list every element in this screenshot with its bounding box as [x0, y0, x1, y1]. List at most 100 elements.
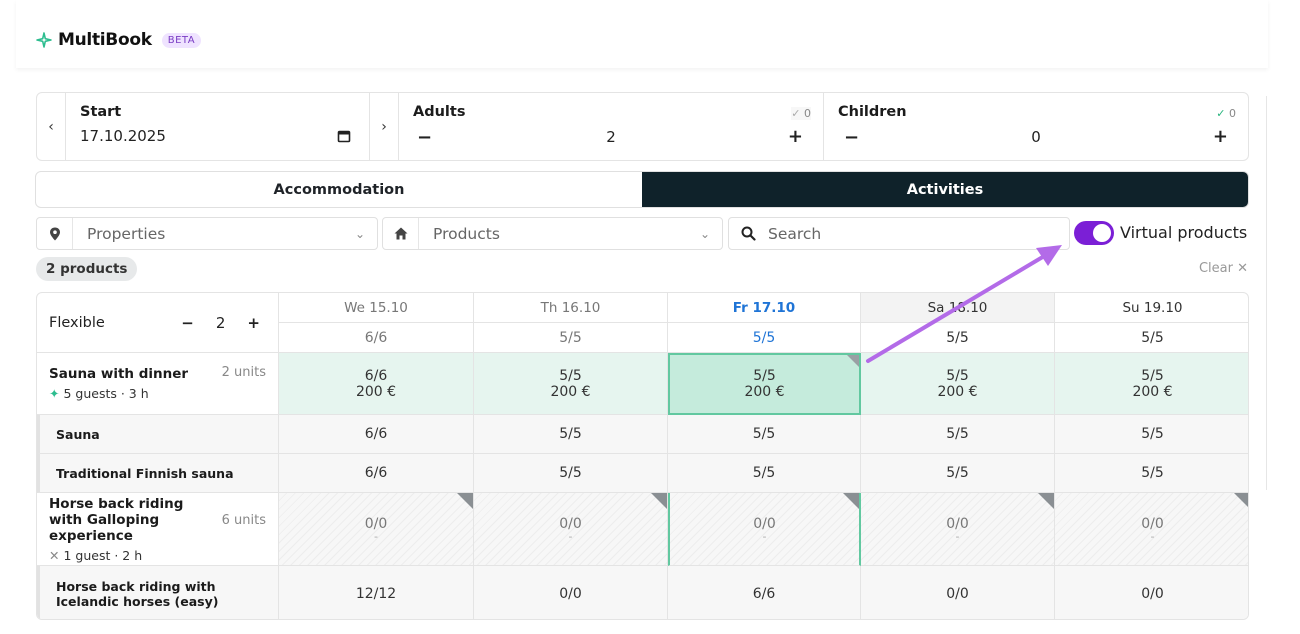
cell-avail: 5/5: [559, 367, 582, 384]
adults-label: Adults: [413, 104, 466, 120]
calendar-icon[interactable]: [337, 129, 351, 143]
tab-activities[interactable]: Activities: [642, 172, 1248, 207]
search-input[interactable]: Search: [728, 217, 1070, 250]
day-avail-value: 5/5: [752, 329, 776, 346]
subproduct-name: Traditional Finnish sauna: [56, 465, 234, 481]
day-avail-value: 6/6: [364, 329, 388, 346]
cell-price: 200 €: [355, 383, 397, 400]
product-count-badge: 2 products: [36, 257, 138, 281]
start-date-field[interactable]: Start 17.10.2025: [66, 93, 370, 160]
availability-cell: 5/5: [1055, 415, 1248, 454]
cell-avail: 5/5: [752, 426, 776, 442]
app-name: MultiBook: [58, 30, 152, 50]
cell-avail: 0/0: [753, 516, 776, 532]
start-label: Start: [80, 104, 122, 120]
children-check-count: 0: [1229, 107, 1236, 120]
day-avail-value: 5/5: [559, 329, 582, 346]
chevron-left-icon: ‹: [48, 118, 54, 135]
next-date-button[interactable]: ›: [370, 93, 399, 160]
day-label: Su 19.10: [1122, 299, 1183, 316]
children-label: Children: [838, 104, 907, 120]
adults-plus-button[interactable]: +: [787, 126, 803, 147]
corner-marker: [843, 493, 859, 509]
check-icon: ✓: [1216, 107, 1226, 120]
cell-avail: 0/0: [559, 585, 582, 602]
availability-cell: 12/12: [279, 566, 474, 619]
chevron-right-icon: ›: [381, 118, 387, 135]
product-units: 2 units: [221, 365, 266, 380]
virtual-products-label: Virtual products: [1120, 223, 1248, 242]
availability-cell: 5/5: [668, 415, 861, 454]
flexible-value: 2: [215, 313, 226, 332]
day-availability: 5/5: [861, 323, 1055, 353]
cell-avail: 0/0: [1141, 516, 1164, 532]
cell-avail: 0/0: [946, 585, 969, 602]
subproduct-name: Sauna: [56, 426, 100, 442]
availability-cell[interactable]: 5/5 200 €: [474, 353, 668, 415]
search-icon: [741, 226, 756, 241]
cell-avail: 5/5: [946, 465, 969, 481]
availability-cell[interactable]: 5/5 200 €: [1055, 353, 1248, 415]
subproduct-row-header: Traditional Finnish sauna: [37, 454, 279, 493]
top-bar: [16, 0, 1268, 68]
children-check: ✓ 0: [1216, 107, 1236, 120]
flexible-plus-button[interactable]: +: [247, 313, 260, 332]
cell-avail: 5/5: [1141, 426, 1164, 442]
scroll-divider: [1266, 96, 1267, 490]
prev-date-button[interactable]: ‹: [37, 93, 66, 160]
availability-cell: 0/0: [861, 566, 1055, 619]
map-pin-icon: [37, 218, 73, 249]
corner-marker: [457, 493, 473, 509]
brand: MultiBook BETA: [36, 30, 202, 50]
product-meta: ✦ 5 guests · 3 h: [49, 386, 149, 401]
cell-avail: 6/6: [364, 465, 388, 481]
virtual-products-toggle[interactable]: [1074, 221, 1114, 245]
product-row-header[interactable]: Horse back riding with Galloping experie…: [37, 493, 279, 566]
cell-avail: 6/6: [364, 367, 388, 384]
children-count: 0: [1031, 128, 1041, 146]
corner-marker: [1234, 493, 1248, 509]
beta-badge: BETA: [161, 32, 202, 48]
availability-cell[interactable]: 5/5 200 €: [861, 353, 1055, 415]
cell-avail: 0/0: [364, 516, 388, 532]
day-label: Th 16.10: [540, 299, 601, 316]
availability-cell-selected[interactable]: 5/5 200 €: [668, 353, 861, 415]
tab-accommodation[interactable]: Accommodation: [273, 181, 405, 198]
flexible-control: Flexible − 2 +: [37, 293, 279, 353]
children-plus-button[interactable]: +: [1212, 126, 1228, 147]
clear-filters-button[interactable]: Clear ✕: [1198, 261, 1248, 276]
cell-price: 200 €: [937, 383, 978, 400]
day-header: Sa 18.10: [861, 293, 1055, 323]
product-meta-text: 1 guest · 2 h: [63, 547, 143, 563]
availability-cell[interactable]: 6/6 200 €: [279, 353, 474, 415]
adults-check-count: 0: [804, 107, 811, 120]
product-name: Sauna with dinner: [49, 366, 189, 382]
home-icon: [383, 218, 419, 249]
sparkle-icon: [36, 32, 52, 48]
properties-select[interactable]: Properties ⌄: [36, 217, 378, 250]
cell-avail: 5/5: [559, 426, 582, 442]
day-avail-value: 5/5: [1141, 329, 1164, 346]
subproduct-row-header: Sauna: [37, 415, 279, 454]
cell-avail: 6/6: [364, 426, 388, 442]
product-units: 6 units: [221, 513, 266, 528]
availability-cell[interactable]: 0/0-: [279, 493, 474, 566]
children-minus-button[interactable]: −: [844, 127, 860, 148]
start-date-value[interactable]: 17.10.2025: [80, 127, 166, 145]
cell-avail: 6/6: [752, 585, 776, 602]
cell-avail: 0/0: [1141, 585, 1164, 602]
adults-minus-button[interactable]: −: [417, 127, 433, 148]
availability-cell[interactable]: 0/0-: [668, 493, 861, 566]
product-row-header[interactable]: Sauna with dinner 2 units ✦ 5 guests · 3 …: [37, 353, 279, 415]
search-placeholder: Search: [768, 224, 822, 243]
availability-cell[interactable]: 0/0-: [861, 493, 1055, 566]
availability-cell: 5/5: [474, 415, 668, 454]
availability-cell[interactable]: 0/0-: [474, 493, 668, 566]
corner-marker: [847, 355, 859, 367]
check-icon: ✓: [791, 107, 801, 120]
adults-check: ✓ 0: [791, 107, 811, 120]
products-select[interactable]: Products ⌄: [382, 217, 723, 250]
availability-cell[interactable]: 0/0-: [1055, 493, 1248, 566]
subproduct-row-header: Horse back riding with Icelandic horses …: [37, 566, 279, 619]
flexible-minus-button[interactable]: −: [181, 313, 194, 332]
